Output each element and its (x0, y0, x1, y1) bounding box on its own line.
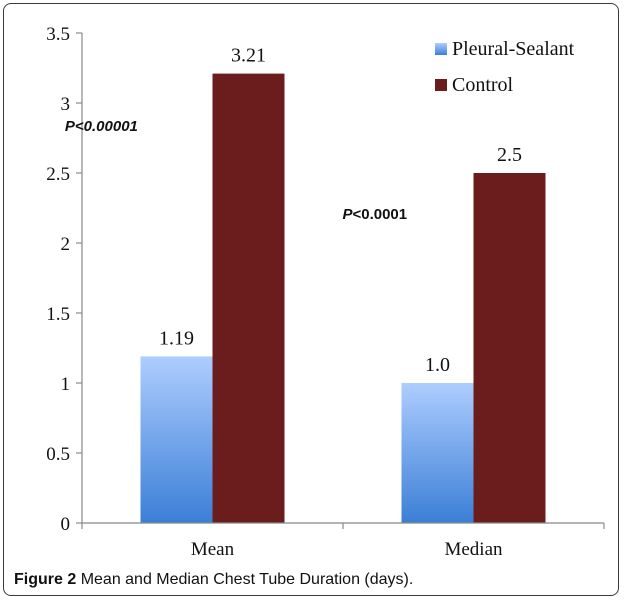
p-value-annotation: P<0.0001 (342, 206, 407, 223)
bar-chart: 0 0.5 1 1.5 2 2.5 3 3.5 1.19 3.21 1.0 2.5 Mean Medi… (46, 24, 605, 560)
figure-caption: Figure 2 Mean and Median Chest Tube Dura… (14, 571, 413, 589)
bars (140, 73, 546, 523)
legend-label: Control (452, 74, 514, 96)
y-tick-label: 1.5 (46, 304, 70, 325)
x-tick-label: Median (444, 539, 503, 560)
data-label: 1.19 (159, 327, 194, 349)
y-tick-label: 0.5 (46, 444, 70, 465)
data-label: 1.0 (425, 354, 450, 376)
data-label: 2.5 (497, 144, 522, 166)
legend-swatch (435, 79, 447, 91)
figure-frame: 0 0.5 1 1.5 2 2.5 3 3.5 1.19 3.21 1.0 2.5 Mean Medi… (3, 3, 619, 596)
caption-label: Figure 2 (14, 571, 77, 588)
y-tick-label: 2 (61, 234, 71, 255)
x-tick-label: Mean (191, 539, 235, 560)
legend-label: Pleural-Sealant (452, 38, 575, 60)
y-axis: 0 0.5 1 1.5 2 2.5 3 3.5 (46, 24, 83, 535)
data-label: 3.21 (231, 45, 266, 67)
x-axis: Mean Median (81, 522, 605, 560)
y-tick-label: 0 (61, 514, 71, 535)
caption-text: Mean and Median Chest Tube Duration (day… (80, 571, 414, 588)
annotations: P<0.00001 P<0.0001 (65, 118, 407, 223)
y-tick-label: 3 (61, 94, 71, 115)
bar-control-mean (212, 73, 285, 523)
bar-control-median (473, 173, 546, 523)
legend: Pleural-Sealant Control (435, 38, 575, 96)
y-tick-label: 1 (61, 374, 71, 395)
data-labels: 1.19 3.21 1.0 2.5 (159, 45, 522, 376)
p-value-annotation: P<0.00001 (65, 118, 138, 135)
y-tick-label: 2.5 (46, 164, 70, 185)
bar-pleural-sealant-mean (140, 356, 213, 523)
y-tick-label: 3.5 (46, 24, 70, 45)
bar-pleural-sealant-median (401, 383, 474, 523)
legend-swatch (435, 43, 447, 55)
